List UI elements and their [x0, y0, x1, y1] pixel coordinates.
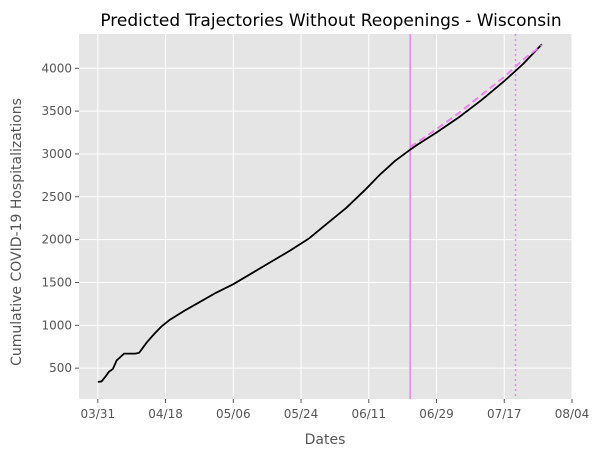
- y-axis-title: Cumulative COVID-19 Hospitalizations: [9, 98, 25, 366]
- y-tick-label: 2000: [41, 233, 72, 247]
- plot-area: [79, 34, 572, 399]
- series-group: [97, 43, 543, 383]
- chart-title: Predicted Trajectories Without Reopening…: [100, 11, 561, 31]
- y-axis: 500 1000 1500 2000 2500 3000 3500 4000: [41, 61, 79, 375]
- x-axis: 03/31 04/18 05/06 05/24 06/11 06/29 07/17 08/04: [81, 399, 590, 421]
- x-tick-label: 04/18: [148, 407, 183, 421]
- vertical-markers: [409, 34, 517, 399]
- y-tick-label: 2500: [41, 190, 72, 204]
- x-tick-label: 03/31: [81, 407, 116, 421]
- y-tick-label: 3000: [41, 147, 72, 161]
- x-tick-label: 05/24: [284, 407, 319, 421]
- x-tick-label: 06/11: [351, 407, 386, 421]
- y-tick-label: 3500: [41, 104, 72, 118]
- series-line-solid: [97, 43, 543, 383]
- y-tick-label: 1500: [41, 275, 72, 289]
- x-tick-label: 07/17: [487, 407, 522, 421]
- y-tick-label: 500: [49, 361, 72, 375]
- x-tick-label: 05/06: [216, 407, 251, 421]
- y-tick-label: 1000: [41, 318, 72, 332]
- x-tick-label: 08/04: [555, 407, 590, 421]
- y-tick-label: 4000: [41, 61, 72, 75]
- x-axis-title: Dates: [305, 432, 346, 448]
- x-tick-label: 06/29: [419, 407, 454, 421]
- grid: [79, 34, 573, 399]
- series-line-dashed: [409, 44, 543, 148]
